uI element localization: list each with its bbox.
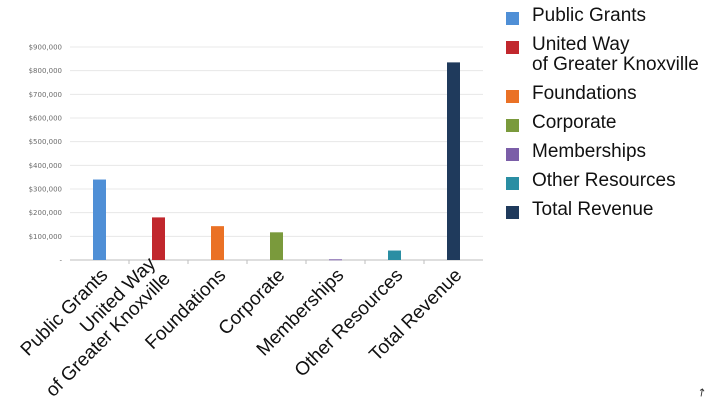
bar <box>447 62 460 261</box>
bar <box>211 226 224 260</box>
bar <box>152 217 165 260</box>
legend-label: Memberships <box>532 141 647 162</box>
legend-swatch <box>506 12 519 25</box>
gridlines <box>70 46 483 264</box>
legend-swatch <box>506 177 519 190</box>
legend-label: Corporate <box>532 112 617 133</box>
bars <box>93 62 460 261</box>
y-tick-label: $800,000 <box>29 67 62 75</box>
x-category-label-line: Other Resources <box>291 265 407 381</box>
legend-label: Foundations <box>532 83 637 104</box>
x-category-label: Other Resources <box>291 265 407 381</box>
y-tick-label: $600,000 <box>29 115 62 123</box>
y-tick-label: $400,000 <box>29 162 62 170</box>
legend-item-memberships: Memberships <box>506 142 699 162</box>
y-tick-label: - <box>59 257 62 265</box>
bar <box>329 259 342 261</box>
legend-label: Total Revenue <box>532 199 654 220</box>
legend-item-total-revenue: Total Revenue <box>506 200 699 220</box>
svg-text:Other Resources: Other Resources <box>291 265 407 381</box>
legend-swatch <box>506 206 519 219</box>
legend-label: United Way of Greater Knoxville <box>532 34 699 75</box>
y-tick-label: $900,000 <box>29 44 62 52</box>
legend-item-public-grants: Public Grants <box>506 6 699 26</box>
legend-item-other-resources: Other Resources <box>506 171 699 191</box>
legend: Public Grants United Way of Greater Knox… <box>506 6 699 229</box>
y-axis-ticks: - $100,000 $200,000 $300,000 $400,000 $500,00… <box>29 44 63 265</box>
y-tick-label: $500,000 <box>29 138 62 146</box>
legend-swatch <box>506 148 519 161</box>
y-tick-label: $200,000 <box>29 209 62 217</box>
legend-label: Other Resources <box>532 170 676 191</box>
bar <box>93 179 106 260</box>
y-tick-label: $700,000 <box>29 91 62 99</box>
y-tick-label: $100,000 <box>29 233 62 241</box>
legend-item-corporate: Corporate <box>506 113 699 133</box>
legend-swatch <box>506 119 519 132</box>
legend-label: Public Grants <box>532 5 647 26</box>
legend-swatch <box>506 90 519 103</box>
bar <box>270 232 283 260</box>
bar <box>388 250 401 260</box>
y-tick-label: $300,000 <box>29 186 62 194</box>
legend-item-united-way: United Way of Greater Knoxville <box>506 35 699 75</box>
legend-item-foundations: Foundations <box>506 84 699 104</box>
legend-swatch <box>506 41 519 54</box>
